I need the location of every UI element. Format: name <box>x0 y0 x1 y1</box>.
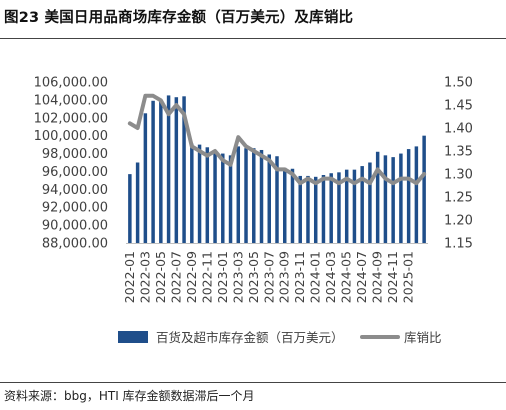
bar <box>128 174 132 243</box>
x-tick-label: 2023-11 <box>292 251 307 303</box>
x-tick-label: 2022-11 <box>199 251 214 303</box>
bar <box>344 169 349 243</box>
bar <box>375 151 380 243</box>
y-left-axis-labels: 88,000.00 90,000.00 92,000.00 94,000.00 96,0… <box>34 76 108 252</box>
bar <box>329 173 333 243</box>
bar <box>283 167 287 243</box>
bar <box>166 95 171 243</box>
x-tick-label: 2023-05 <box>246 251 261 303</box>
bar <box>143 113 148 243</box>
x-tick-label: 2024-07 <box>354 251 369 303</box>
bar <box>205 147 210 243</box>
bar <box>151 100 155 243</box>
y-left-tick-label: 90,000.00 <box>42 219 108 234</box>
bar <box>399 153 403 243</box>
bar <box>228 155 233 243</box>
bar <box>182 96 186 243</box>
bar <box>213 150 217 243</box>
bar <box>306 175 310 243</box>
footer-divider <box>0 382 506 383</box>
y-right-tick-label: 1.40 <box>444 122 473 137</box>
y-right-tick-label: 1.50 <box>444 76 473 91</box>
bar <box>352 169 357 243</box>
x-tick-label: 2023-03 <box>230 251 245 303</box>
y-right-tick-label: 1.25 <box>444 191 473 206</box>
bar-series <box>128 95 426 244</box>
bar <box>290 168 295 243</box>
chart: 88,000.00 90,000.00 92,000.00 94,000.00 96,0… <box>34 76 473 346</box>
x-tick-label: 2024-11 <box>385 251 400 303</box>
bar <box>298 175 302 243</box>
y-right-axis-labels: 1.15 1.20 1.25 1.30 1.35 1.40 1.45 1.50 <box>444 76 473 252</box>
y-left-tick-label: 92,000.00 <box>42 201 108 216</box>
y-left-tick-label: 104,000.00 <box>34 93 108 108</box>
bar <box>244 148 248 243</box>
x-tick-label: 2024-09 <box>370 251 385 303</box>
x-tick-label: 2023-01 <box>215 251 230 303</box>
bar <box>313 176 318 243</box>
bar <box>368 162 372 243</box>
legend-bar-label: 百货及超市库存金额（百万美元） <box>156 330 344 345</box>
title-divider <box>0 38 506 39</box>
bar <box>259 149 264 243</box>
y-right-tick-label: 1.45 <box>444 99 473 114</box>
source-note: 资料来源：bbg，HTI 库存金额数据滞后一个月 <box>4 389 255 403</box>
bar <box>135 162 140 243</box>
y-left-tick-label: 88,000.00 <box>42 237 108 252</box>
bar <box>221 153 225 243</box>
bar <box>337 172 341 243</box>
x-tick-label: 2023-09 <box>277 251 292 303</box>
bar <box>422 135 426 243</box>
x-tick-label: 2022-09 <box>184 251 199 303</box>
y-left-tick-label: 102,000.00 <box>34 111 108 126</box>
x-tick-label: 2022-07 <box>168 251 183 303</box>
x-tick-label: 2024-05 <box>339 251 354 303</box>
x-tick-label: 2023-07 <box>261 251 276 303</box>
bar <box>406 149 411 243</box>
bar <box>275 156 279 243</box>
x-tick-label: 2022-03 <box>137 251 152 303</box>
bar <box>252 148 256 243</box>
y-right-tick-label: 1.30 <box>444 168 473 183</box>
bar <box>267 154 271 243</box>
x-tick-label: 2022-01 <box>122 251 137 303</box>
x-axis-labels: 2022-01 2022-03 2022-05 2022-07 2022-09 2022-… <box>122 251 416 303</box>
y-right-tick-label: 1.35 <box>444 145 473 160</box>
legend-line-label: 库销比 <box>404 330 442 345</box>
legend: 百货及超市库存金额（百万美元） 库销比 <box>118 330 442 345</box>
bar <box>414 146 419 243</box>
y-right-tick-label: 1.15 <box>444 237 473 252</box>
x-tick-label: 2024-03 <box>323 251 338 303</box>
y-left-tick-label: 106,000.00 <box>34 76 108 91</box>
legend-bar-swatch <box>118 331 148 343</box>
bar <box>383 155 388 243</box>
bar <box>159 99 163 243</box>
bar <box>236 146 241 243</box>
y-left-tick-label: 94,000.00 <box>42 183 108 198</box>
bar <box>321 175 326 243</box>
line-series <box>127 93 427 186</box>
y-left-tick-label: 96,000.00 <box>42 165 108 180</box>
x-tick-label: 2025-01 <box>401 251 416 303</box>
x-tick-label: 2024-01 <box>308 251 323 303</box>
figure-title: 图23 美国日用品商场库存金额（百万美元）及库销比 <box>4 10 354 26</box>
bar <box>190 143 194 243</box>
bar <box>360 166 364 243</box>
y-left-tick-label: 98,000.00 <box>42 147 108 162</box>
y-left-tick-label: 100,000.00 <box>34 129 108 144</box>
bar <box>391 157 395 243</box>
x-tick-label: 2022-05 <box>153 251 168 303</box>
bar <box>174 97 179 244</box>
y-right-tick-label: 1.20 <box>444 214 473 229</box>
bar <box>197 144 202 243</box>
